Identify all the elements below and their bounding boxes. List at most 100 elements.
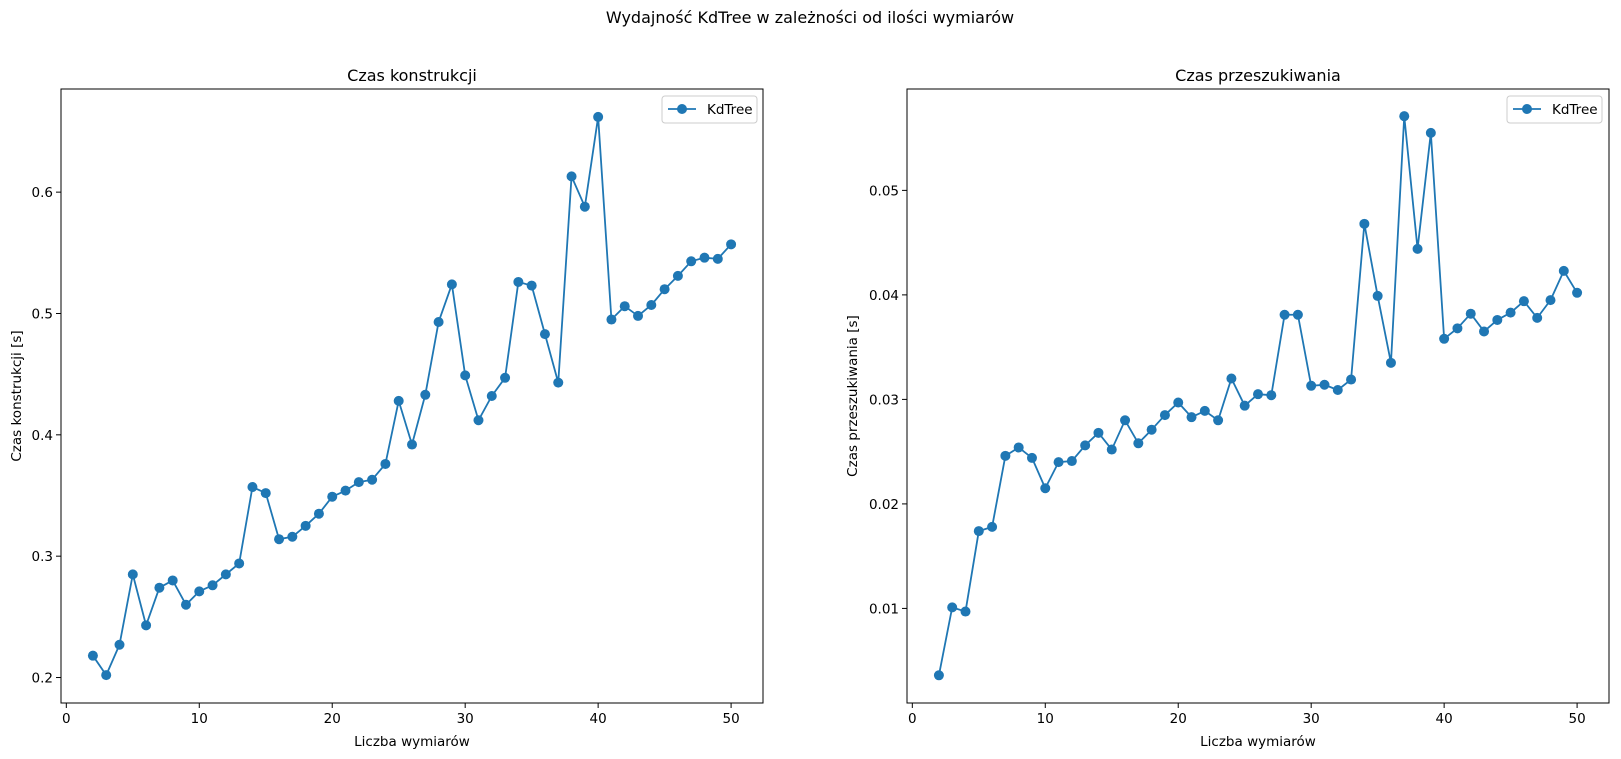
- legend-marker-sample: [1522, 104, 1532, 114]
- data-point: [1106, 444, 1117, 455]
- data-point: [1000, 450, 1011, 461]
- data-point: [1080, 440, 1091, 451]
- figure-suptitle: Wydajność KdTree w zależności od ilości …: [606, 8, 1014, 27]
- y-axis-label: Czas konstrukcji [s]: [9, 330, 25, 461]
- y-axis: 0.01 0.02 0.03 0.04 0.05: [869, 183, 907, 617]
- data-point: [1505, 307, 1516, 318]
- data-point: [1372, 290, 1383, 301]
- data-point: [1239, 400, 1250, 411]
- data-point: [659, 284, 670, 295]
- y-tick-label: 0.05: [869, 183, 899, 199]
- data-point: [1425, 127, 1436, 138]
- data-point: [194, 586, 205, 597]
- data-point: [167, 575, 178, 586]
- data-point: [1040, 483, 1051, 494]
- data-point: [699, 252, 710, 263]
- data-point: [933, 670, 944, 681]
- y-tick-label: 0.01: [869, 601, 899, 617]
- data-point: [987, 521, 998, 532]
- data-point: [619, 301, 630, 312]
- data-point: [1133, 438, 1144, 449]
- data-point: [1439, 333, 1450, 344]
- data-point: [1173, 397, 1184, 408]
- series-line: [92, 116, 732, 676]
- data-point: [712, 253, 723, 264]
- y-tick-label: 0.2: [32, 671, 53, 687]
- legend-label: KdTree: [1552, 102, 1598, 118]
- x-tick-label: 40: [590, 711, 607, 727]
- data-point: [672, 270, 683, 281]
- data-point: [1465, 308, 1476, 319]
- data-point: [274, 534, 285, 545]
- data-point: [393, 395, 404, 406]
- x-tick-label: 20: [324, 711, 341, 727]
- data-point: [1385, 357, 1396, 368]
- data-point: [87, 650, 98, 661]
- data-point: [947, 602, 958, 613]
- x-tick-label: 50: [1568, 711, 1585, 727]
- data-point: [380, 458, 391, 469]
- axes-frame: [60, 88, 764, 704]
- x-tick-label: 20: [1170, 711, 1187, 727]
- x-axis: 0 10 20 30 40 50: [62, 703, 740, 727]
- y-tick-label: 0.5: [32, 306, 53, 322]
- x-tick-label: 40: [1436, 711, 1453, 727]
- y-tick-label: 0.4: [32, 428, 53, 444]
- data-point: [726, 239, 737, 250]
- data-point: [1066, 456, 1077, 467]
- data-point: [553, 377, 564, 388]
- data-point: [1186, 412, 1197, 423]
- data-point: [960, 606, 971, 617]
- data-point: [486, 391, 497, 401]
- data-point: [180, 599, 191, 610]
- data-point: [686, 256, 697, 267]
- subplot-construction-time: Czas konstrukcji 0 10 20 30 40 50 0.20.30.40.…: [9, 66, 764, 750]
- data-point: [287, 531, 298, 542]
- data-point: [500, 372, 511, 383]
- data-point: [566, 171, 577, 182]
- data-point: [1266, 390, 1277, 401]
- data-point: [353, 477, 364, 488]
- data-point: [327, 491, 338, 502]
- x-axis: 0 10 20 30 40 50: [908, 703, 1586, 727]
- data-point: [1545, 295, 1556, 306]
- data-point: [1558, 265, 1569, 276]
- data-point: [606, 314, 617, 325]
- data-point: [1319, 379, 1330, 390]
- data-point: [1452, 323, 1463, 334]
- data-point: [1226, 373, 1237, 384]
- data-point: [1572, 287, 1583, 298]
- x-tick-label: 30: [1303, 711, 1320, 727]
- data-point: [1013, 442, 1024, 453]
- data-point: [1306, 380, 1317, 391]
- x-tick-label: 10: [1037, 711, 1054, 727]
- data-point: [101, 670, 112, 681]
- data-point: [433, 316, 444, 327]
- subplot-search-time: Czas przeszukiwania 0 10 20 30 40 50 0.01 0.02…: [845, 66, 1610, 750]
- legend: KdTree: [1506, 95, 1603, 124]
- y-axis-label: Czas przeszukiwania [s]: [845, 315, 861, 477]
- subplot-title: Czas przeszukiwania: [1175, 66, 1341, 85]
- y-tick-label: 0.6: [32, 185, 53, 201]
- data-point: [1292, 309, 1303, 320]
- data-point: [247, 482, 258, 493]
- legend-box: [661, 95, 758, 124]
- data-point: [114, 639, 125, 650]
- data-point: [973, 526, 984, 537]
- data-point: [260, 488, 271, 499]
- data-point: [1279, 309, 1290, 320]
- data-point: [513, 276, 524, 287]
- x-tick-label: 0: [908, 711, 917, 727]
- y-tick-label: 0.04: [869, 288, 899, 304]
- data-point: [646, 299, 657, 310]
- data-point: [1026, 452, 1037, 463]
- legend-box: [1506, 95, 1603, 124]
- data-point: [420, 389, 431, 400]
- plot-area: [87, 111, 737, 681]
- data-point: [539, 329, 550, 340]
- data-point: [1199, 405, 1210, 416]
- subplot-title: Czas konstrukcji: [347, 66, 477, 85]
- data-point: [1532, 312, 1543, 323]
- plot-area: [933, 111, 1583, 681]
